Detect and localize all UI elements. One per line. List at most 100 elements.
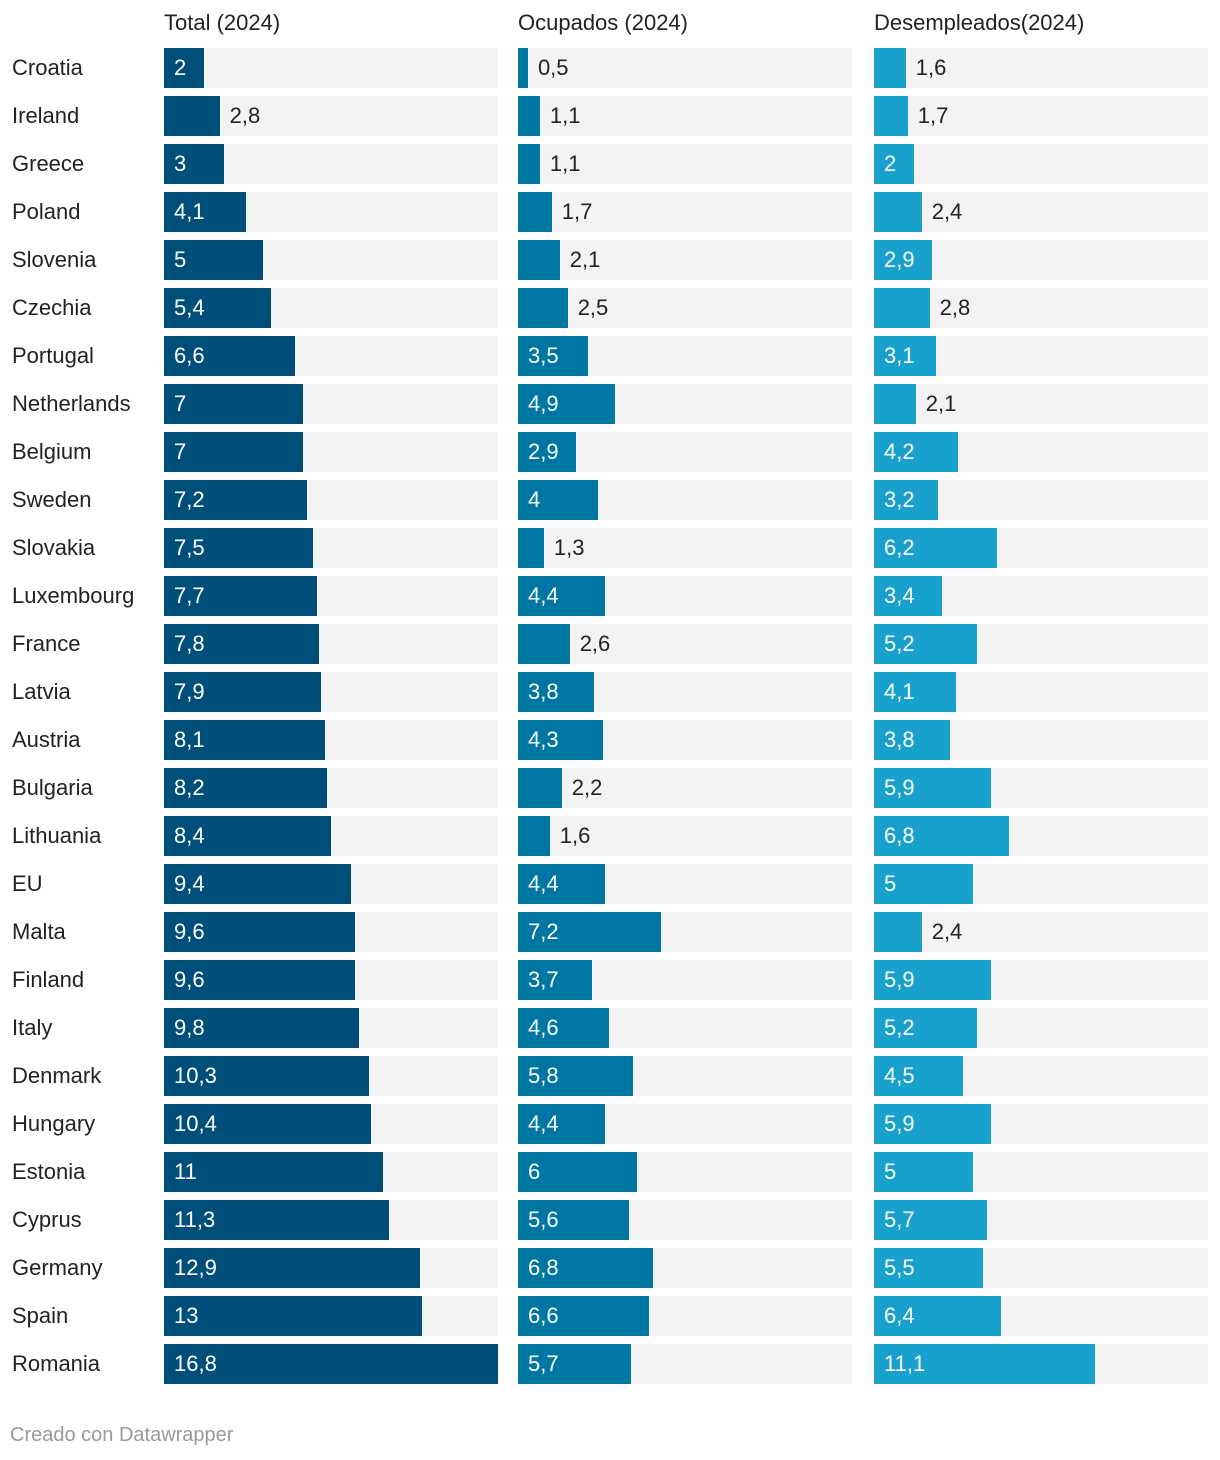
bar: [874, 864, 974, 904]
bar: [164, 288, 272, 328]
bar: [518, 672, 594, 712]
bar: [164, 1056, 369, 1096]
data-label: 2,9: [528, 439, 559, 464]
bar-track: [164, 48, 498, 88]
data-label: 2,5: [577, 295, 609, 320]
bar: [164, 1152, 383, 1192]
bar: [518, 336, 588, 376]
row-label: Czechia: [12, 295, 92, 320]
row-label: Luxembourg: [12, 583, 135, 608]
data-label: 1,1: [549, 151, 581, 176]
data-label: 2,1: [925, 391, 957, 416]
row-label: Netherlands: [12, 391, 131, 416]
bar: [164, 96, 220, 136]
data-label: 5,2: [884, 1015, 915, 1040]
bar: [164, 1008, 359, 1048]
data-label: 7,8: [174, 631, 205, 656]
bar: [874, 624, 978, 664]
bar: [164, 864, 351, 904]
row-label: Austria: [12, 727, 81, 752]
bar: [518, 528, 544, 568]
row-label: Romania: [12, 1351, 101, 1376]
bar: [518, 816, 550, 856]
bar-track: [518, 240, 852, 280]
data-label: 7,7: [174, 583, 205, 608]
data-label: 16,8: [174, 1351, 217, 1376]
data-label: 1,7: [561, 199, 593, 224]
bar: [518, 624, 570, 664]
column-header: Ocupados (2024): [518, 10, 688, 35]
bar-track: [518, 96, 852, 136]
row-label: Malta: [12, 919, 66, 944]
bar: [874, 480, 938, 520]
bar-track: [874, 144, 1208, 184]
bar: [518, 192, 552, 232]
bar: [164, 384, 304, 424]
data-label: 2: [174, 55, 187, 80]
data-label: 6,2: [884, 535, 915, 560]
bar: [518, 912, 662, 952]
data-label: 7,2: [528, 919, 559, 944]
row-label: France: [12, 631, 81, 656]
data-label: 0,5: [537, 55, 569, 80]
data-label: 2,6: [579, 631, 611, 656]
data-label: 9,8: [174, 1015, 205, 1040]
bar: [874, 672, 956, 712]
data-label: 2,4: [931, 919, 963, 944]
bar: [518, 960, 592, 1000]
bar: [518, 144, 540, 184]
footer-credit: Creado con Datawrapper: [10, 1424, 234, 1446]
bar: [164, 240, 264, 280]
bar: [874, 576, 942, 616]
bar: [518, 1248, 654, 1288]
row-label: Slovenia: [12, 247, 97, 272]
bar: [164, 528, 314, 568]
bar: [164, 624, 320, 664]
bar: [518, 384, 616, 424]
row-label: Slovakia: [12, 535, 96, 560]
data-label: 10,4: [174, 1111, 217, 1136]
bar: [874, 816, 1010, 856]
bar-track: [518, 192, 852, 232]
data-label: 2,2: [571, 775, 603, 800]
bar: [518, 1008, 610, 1048]
data-label: 4,4: [528, 583, 559, 608]
bar: [164, 576, 318, 616]
data-label: 3,4: [884, 583, 915, 608]
data-label: 6,8: [884, 823, 915, 848]
bar-track: [518, 768, 852, 808]
row-label: Italy: [12, 1015, 53, 1040]
bar-track: [164, 96, 498, 136]
data-label: 5: [174, 247, 187, 272]
data-label: 1,3: [553, 535, 585, 560]
data-label: 2,8: [229, 103, 261, 128]
bar: [164, 720, 326, 760]
bar: [518, 1152, 638, 1192]
bar: [874, 1248, 984, 1288]
data-label: 11,1: [884, 1351, 926, 1376]
bar: [874, 1296, 1002, 1336]
data-label: 9,6: [174, 919, 205, 944]
row-label: EU: [12, 871, 43, 896]
data-label: 5,4: [174, 295, 205, 320]
row-label: Lithuania: [12, 823, 102, 848]
bar: [164, 1344, 498, 1384]
data-label: 8,2: [174, 775, 205, 800]
data-label: 7,9: [174, 679, 205, 704]
data-label: 5,9: [884, 1111, 915, 1136]
bar: [518, 240, 560, 280]
row-label: Ireland: [12, 103, 80, 128]
data-label: 1,7: [917, 103, 949, 128]
data-label: 6,6: [528, 1303, 559, 1328]
data-label: 13: [174, 1303, 199, 1328]
bar: [518, 1104, 606, 1144]
data-label: 3,7: [528, 967, 559, 992]
bar: [518, 576, 606, 616]
data-label: 4,1: [884, 679, 915, 704]
bar: [164, 48, 204, 88]
data-label: 5: [884, 1159, 897, 1184]
data-label: 7,5: [174, 535, 205, 560]
data-label: 5,2: [884, 631, 915, 656]
data-label: 4,3: [528, 727, 559, 752]
